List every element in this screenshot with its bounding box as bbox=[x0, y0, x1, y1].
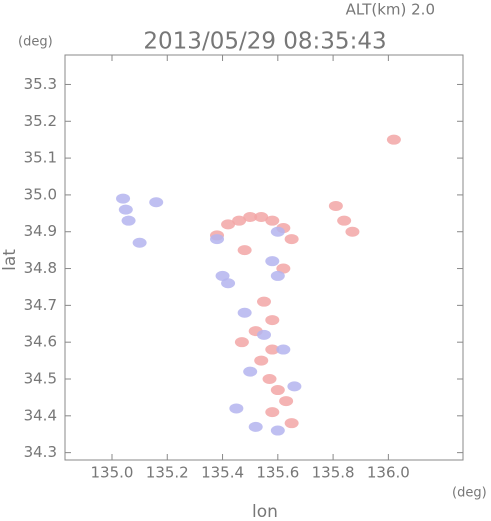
y-tick-label: 35.3 bbox=[24, 75, 57, 93]
echo-point bbox=[265, 215, 280, 226]
y-tick-label: 34.6 bbox=[24, 333, 57, 351]
echo-point bbox=[221, 219, 236, 230]
echo-point bbox=[234, 337, 249, 348]
echo-point bbox=[265, 344, 280, 355]
chart-title: 2013/05/29 08:35:43 bbox=[143, 29, 386, 55]
x-tick-label: 135.8 bbox=[312, 464, 355, 482]
echo-point bbox=[284, 234, 299, 245]
echo-point bbox=[116, 193, 131, 204]
echo-point bbox=[265, 407, 280, 418]
y-tick-label: 35.0 bbox=[24, 185, 57, 203]
echo-point bbox=[118, 204, 133, 215]
echo-point bbox=[232, 215, 247, 226]
y-unit: (deg) bbox=[18, 35, 53, 50]
echo-point bbox=[243, 212, 258, 222]
echo-point bbox=[386, 134, 401, 145]
echo-point bbox=[248, 421, 263, 432]
echo-point bbox=[270, 226, 285, 237]
echo-point bbox=[276, 263, 291, 274]
altitude-label: ALT(km) 2.0 bbox=[346, 1, 435, 19]
echo-point bbox=[210, 234, 225, 245]
echo-point bbox=[265, 256, 280, 267]
x-tick-label: 135.4 bbox=[201, 464, 244, 482]
x-tick-label: 135.0 bbox=[91, 464, 134, 482]
echo-point bbox=[265, 315, 280, 326]
echo-point bbox=[257, 296, 271, 307]
plot-frame bbox=[64, 54, 464, 461]
echo-point bbox=[328, 200, 343, 211]
y-tick-label: 34.3 bbox=[24, 443, 57, 461]
echo-point bbox=[276, 344, 291, 355]
echo-point bbox=[257, 329, 271, 340]
echo-point bbox=[229, 403, 244, 414]
echo-point bbox=[337, 215, 352, 226]
x-tick-label: 135.2 bbox=[146, 464, 189, 482]
x-axis-label: lon bbox=[252, 502, 278, 521]
echo-point bbox=[149, 197, 164, 208]
echo-point bbox=[221, 278, 236, 289]
echo-point bbox=[270, 270, 285, 281]
x-tick-label: 136.0 bbox=[367, 464, 410, 482]
echo-point bbox=[243, 366, 258, 377]
y-tick-label: 35.2 bbox=[24, 112, 57, 130]
y-tick-label: 34.8 bbox=[24, 259, 57, 277]
y-tick-label: 34.4 bbox=[24, 406, 57, 424]
echo-point bbox=[121, 215, 136, 226]
echo-point bbox=[284, 418, 299, 429]
echo-point bbox=[215, 270, 230, 281]
echo-point bbox=[279, 396, 294, 407]
echo-point bbox=[270, 425, 285, 436]
echo-point bbox=[345, 226, 360, 237]
y-tick-label: 34.5 bbox=[24, 370, 57, 388]
y-tick-label: 34.7 bbox=[24, 296, 57, 314]
echo-point bbox=[287, 381, 302, 392]
echo-point bbox=[254, 355, 269, 366]
echo-point bbox=[262, 374, 277, 384]
echo-point bbox=[237, 245, 252, 256]
y-tick-label: 35.1 bbox=[24, 149, 57, 167]
echo-point bbox=[254, 212, 269, 222]
y-tick-label: 34.9 bbox=[24, 222, 57, 240]
echo-point bbox=[237, 307, 252, 318]
echo-point bbox=[132, 237, 147, 248]
x-tick-label: 135.6 bbox=[256, 464, 299, 482]
x-unit: (deg) bbox=[452, 486, 487, 501]
echo-point bbox=[270, 385, 285, 396]
y-axis-label: lat bbox=[0, 249, 20, 271]
